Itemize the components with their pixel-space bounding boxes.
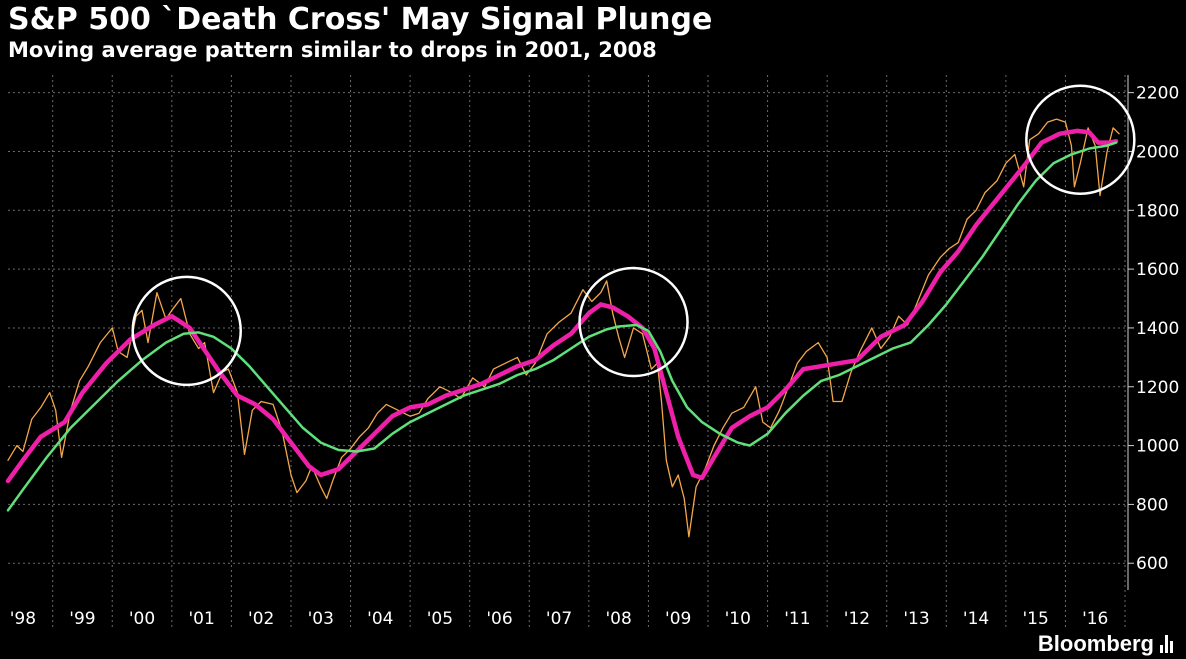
bar-chart-icon <box>1160 635 1174 653</box>
moving-average-50-day-line <box>5 128 1119 484</box>
death-cross-circle <box>578 266 689 378</box>
x-tick-label: '10 <box>725 609 751 629</box>
x-tick-label: '16 <box>1082 609 1108 629</box>
x-tick-label: '09 <box>665 609 691 629</box>
x-tick-label: '00 <box>129 609 155 629</box>
x-tick-label: '04 <box>367 609 393 629</box>
y-tick-label: 1200 <box>1136 378 1179 398</box>
grid-lines <box>8 75 1128 630</box>
x-tick-label: '02 <box>248 609 274 629</box>
y-tick-label: 600 <box>1136 554 1168 574</box>
death-cross-circle <box>131 275 242 387</box>
x-tick-label: '99 <box>69 609 95 629</box>
x-tick-label: '11 <box>784 609 810 629</box>
y-tick-label: 1800 <box>1136 201 1179 221</box>
sp500-price-line <box>7 118 1120 538</box>
x-tick-label: '01 <box>188 609 214 629</box>
y-axis: 600 800 1000 1200 1400 1600 1800 2000 2200 <box>1127 75 1179 590</box>
x-tick-label: '13 <box>903 609 929 629</box>
x-tick-label: '06 <box>486 609 512 629</box>
x-tick-label: '08 <box>605 609 631 629</box>
y-tick-label: 1600 <box>1136 260 1179 280</box>
moving-average-200-day-line <box>6 141 1118 512</box>
annotation-group <box>131 84 1136 387</box>
series-group <box>5 118 1120 538</box>
y-tick-label: 2000 <box>1136 142 1179 162</box>
x-axis: '98 '99 '00 '01 '02 '03 '04 '05 '06 '07 '08 '09 '10 '… <box>10 609 1109 629</box>
brand-name: Bloomberg <box>1037 631 1154 656</box>
chart-title: S&P 500 `Death Cross' May Signal Plunge <box>8 2 713 37</box>
y-tick-label: 1000 <box>1136 437 1179 457</box>
x-tick-label: '98 <box>10 609 36 629</box>
death-cross-circle <box>1025 84 1136 195</box>
chart-subtitle: Moving average pattern similar to drops … <box>8 38 657 62</box>
x-tick-label: '12 <box>844 609 870 629</box>
y-tick-label: 2200 <box>1136 84 1179 104</box>
x-tick-label: '15 <box>1023 609 1049 629</box>
y-tick-label: 1400 <box>1136 319 1179 339</box>
x-tick-label: '07 <box>546 609 572 629</box>
x-tick-label: '03 <box>308 609 334 629</box>
x-tick-label: '05 <box>427 609 453 629</box>
y-tick-label: 800 <box>1136 495 1168 515</box>
bloomberg-logo: Bloomberg <box>1038 631 1174 657</box>
x-tick-label: '14 <box>963 609 989 629</box>
